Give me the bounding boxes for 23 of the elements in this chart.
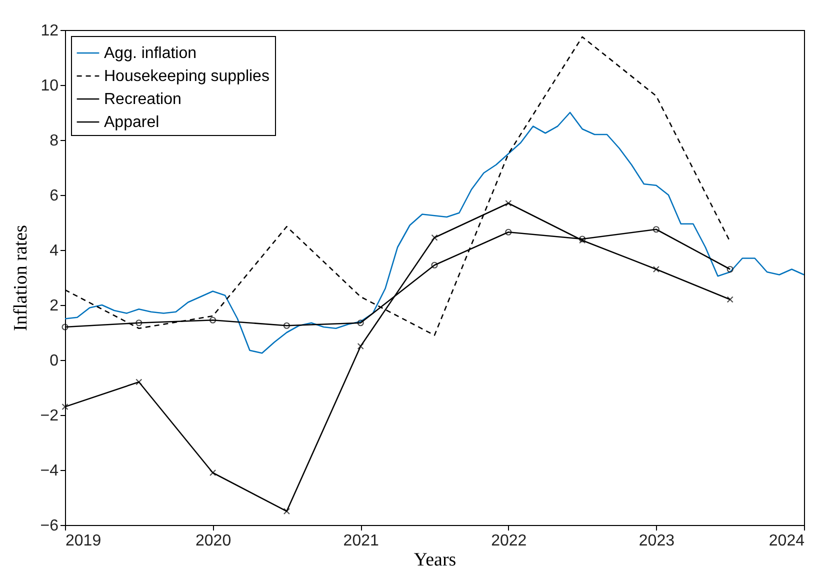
y-tick-label: −2 (40, 408, 59, 424)
legend-label: Apparel (104, 114, 160, 131)
y-tick-label: 4 (50, 242, 59, 260)
legend-label: Recreation (104, 91, 182, 108)
x-axis-title: Years (414, 550, 456, 570)
legend-label: Housekeeping supplies (104, 68, 270, 85)
y-tick-label: 12 (40, 22, 59, 40)
x-tick-label: 2024 (768, 532, 805, 550)
x-tick-label: 2020 (196, 532, 232, 550)
y-tick-label: 10 (40, 78, 59, 94)
y-axis-title: Inflation rates (10, 224, 32, 332)
y-tick-label: −4 (40, 462, 59, 480)
y-tick-label: −6 (40, 518, 59, 534)
x-tick-label: 2023 (638, 532, 675, 550)
y-tick-label: 8 (50, 132, 59, 150)
x-tick-label: 2019 (66, 532, 102, 550)
y-tick-label: 0 (50, 352, 59, 370)
x-tick-label: 2022 (491, 532, 527, 550)
line-series (65, 112, 804, 354)
legend-label: Agg. inflation (104, 45, 197, 62)
y-tick-label: 2 (50, 298, 59, 314)
x-tick-label: 2021 (343, 532, 379, 550)
y-tick-label: 6 (50, 188, 59, 204)
